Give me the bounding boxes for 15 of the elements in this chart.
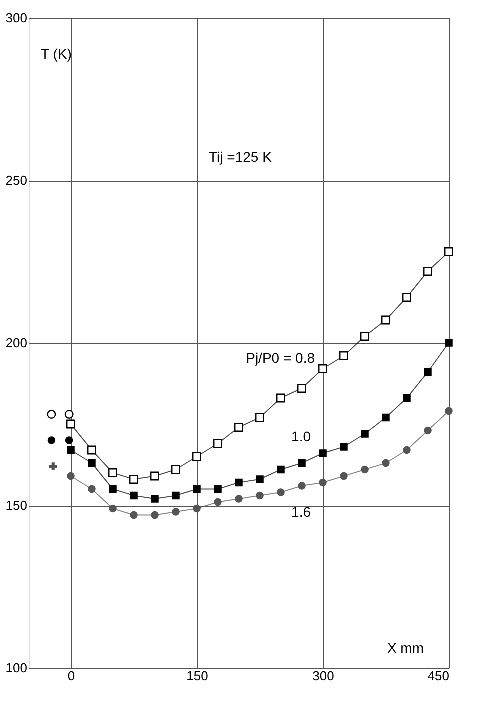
- x-tick-label: 150: [186, 668, 208, 684]
- series-label: 1.0: [292, 428, 312, 444]
- series-label: 1.6: [292, 504, 312, 520]
- annotation: Tij =125 K: [209, 149, 273, 165]
- y-tick-label: 200: [6, 336, 28, 350]
- y-tick-label: 300: [6, 10, 28, 26]
- y-tick-label: 100: [6, 660, 28, 676]
- y-tick-label: 150: [6, 498, 28, 513]
- y-tick-label: 250: [6, 173, 28, 188]
- x-tick-label: 450: [428, 668, 450, 684]
- x-tick-label: 0: [68, 668, 76, 684]
- y-axis-title: T (K): [41, 46, 72, 62]
- series-label: Pj/P0 = 0.8: [246, 350, 316, 366]
- x-tick-label: 300: [312, 668, 334, 684]
- x-axis-title: X mm: [387, 640, 424, 656]
